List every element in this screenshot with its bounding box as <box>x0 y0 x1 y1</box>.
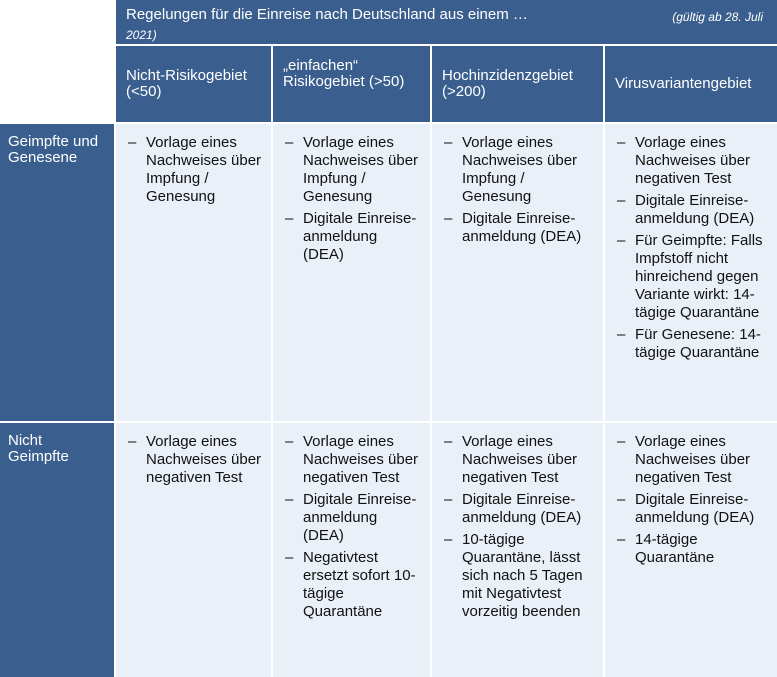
list-item-text: Vorlage eines Nachweises über negativen … <box>635 134 751 187</box>
list-item: – Digitale Einreise-anmeldung (DEA) <box>440 210 595 246</box>
validity-year: 2021) <box>126 28 157 42</box>
table-corner <box>0 0 114 122</box>
list-item-text: Vorlage eines Nachweises über negativen … <box>635 433 751 486</box>
bullet-list: – Vorlage eines Nachweises über Impfung /… <box>281 134 422 264</box>
list-item: – Digitale Einreise-anmeldung (DEA) <box>281 210 422 264</box>
column-header-simple-risk: „einfachen“ Risikogebiet (>50) <box>273 46 430 122</box>
dash-bullet-icon: – <box>444 210 453 227</box>
list-item-text: Digitale Einreise-anmeldung (DEA) <box>462 491 582 526</box>
table-cell: – Vorlage eines Nachweises über Impfung /… <box>273 124 430 421</box>
list-item-text: 10-tägige Quarantäne, lässt sich nach 5 … <box>462 531 583 620</box>
bullet-list: – Vorlage eines Nachweises über negativen… <box>440 433 595 621</box>
dash-bullet-icon: – <box>617 326 626 343</box>
column-header-label: Hochinzidenzgebiet (>200) <box>442 67 573 100</box>
dash-bullet-icon: – <box>285 134 294 151</box>
bullet-list: – Vorlage eines Nachweises über negativen… <box>281 433 422 621</box>
list-item-text: 14-tägige Quarantäne <box>635 531 715 566</box>
dash-bullet-icon: – <box>444 433 453 450</box>
list-item-text: Negativtest ersetzt sofort 10-tägige Qua… <box>303 549 416 620</box>
list-item-text: Vorlage eines Nachweises über negativen … <box>303 433 419 486</box>
list-item: – Vorlage eines Nachweises über Impfung /… <box>124 134 263 206</box>
dash-bullet-icon: – <box>617 491 626 508</box>
dash-bullet-icon: – <box>285 549 294 566</box>
table-title-banner: Regelungen für die Einreise nach Deutsch… <box>116 0 777 44</box>
table-cell: – Vorlage eines Nachweises über Impfung /… <box>432 124 603 421</box>
list-item: – Digitale Einreise-anmeldung (DEA) <box>613 192 777 228</box>
dash-bullet-icon: – <box>285 433 294 450</box>
list-item-text: Für Genesene: 14-tägige Quarantäne <box>635 326 761 361</box>
validity-note: (gültig ab 28. Juli <box>672 10 763 24</box>
list-item: –10-tägige Quarantäne, lässt sich nach 5… <box>440 531 595 621</box>
table-cell: – Vorlage eines Nachweises über negativen… <box>605 423 777 677</box>
list-item-text: Digitale Einreise-anmeldung (DEA) <box>635 491 755 526</box>
list-item: – Vorlage eines Nachweises über Impfung /… <box>281 134 422 206</box>
dash-bullet-icon: – <box>444 531 453 548</box>
table-cell: – Vorlage eines Nachweises über negativen… <box>273 423 430 677</box>
column-header-label: „einfachen“ Risikogebiet (>50) <box>283 57 405 90</box>
dash-bullet-icon: – <box>617 531 626 548</box>
row-header-label: Nicht Geimpfte <box>8 432 69 465</box>
dash-bullet-icon: – <box>128 134 137 151</box>
list-item: – Vorlage eines Nachweises über negativen… <box>124 433 263 487</box>
dash-bullet-icon: – <box>285 210 294 227</box>
list-item-text: Vorlage eines Nachweises über negativen … <box>146 433 262 486</box>
dash-bullet-icon: – <box>617 433 626 450</box>
row-header-label: Geimpfte und Genesene <box>8 133 99 166</box>
dash-bullet-icon: – <box>128 433 137 450</box>
dash-bullet-icon: – <box>617 192 626 209</box>
column-header-virus-variant: Virusvariantengebiet <box>605 46 777 122</box>
list-item: – Vorlage eines Nachweises über negativen… <box>281 433 422 487</box>
list-item: – Für Geimpfte: Falls Impfstoff nicht hin… <box>613 232 777 322</box>
list-item: – Vorlage eines Nachweises über negativen… <box>613 433 777 487</box>
bullet-list: – Vorlage eines Nachweises über negativen… <box>613 433 777 567</box>
column-header-label: Nicht-Risikogebiet (<50) <box>126 67 247 100</box>
list-item: – Digitale Einreise-anmeldung (DEA) <box>440 491 595 527</box>
list-item: – Vorlage eines Nachweises über negativen… <box>613 134 777 188</box>
list-item-text: Digitale Einreise-anmeldung (DEA) <box>303 210 417 263</box>
row-header-unvaccinated: Nicht Geimpfte <box>0 423 114 677</box>
list-item: – Negativtest ersetzt sofort 10-tägige Qu… <box>281 549 422 621</box>
list-item-text: Vorlage eines Nachweises über Impfung / … <box>303 134 419 205</box>
list-item: –14-tägige Quarantäne <box>613 531 777 567</box>
dash-bullet-icon: – <box>444 491 453 508</box>
bullet-list: – Vorlage eines Nachweises über negativen… <box>124 433 263 487</box>
bullet-list: – Vorlage eines Nachweises über Impfung /… <box>124 134 263 206</box>
dash-bullet-icon: – <box>617 232 626 249</box>
list-item: – Für Genesene: 14-tägige Quarantäne <box>613 326 777 362</box>
list-item-text: Digitale Einreise-anmeldung (DEA) <box>635 192 755 227</box>
list-item-text: Digitale Einreise-anmeldung (DEA) <box>303 491 417 544</box>
table-cell: – Vorlage eines Nachweises über negativen… <box>116 423 271 677</box>
row-header-vaccinated: Geimpfte und Genesene <box>0 124 114 421</box>
bullet-list: – Vorlage eines Nachweises über negativen… <box>613 134 777 362</box>
list-item-text: Vorlage eines Nachweises über Impfung / … <box>462 134 578 205</box>
list-item: – Vorlage eines Nachweises über Impfung /… <box>440 134 595 206</box>
list-item: – Digitale Einreise-anmeldung (DEA) <box>613 491 777 527</box>
dash-bullet-icon: – <box>285 491 294 508</box>
list-item-text: Digitale Einreise-anmeldung (DEA) <box>462 210 582 245</box>
list-item-text: Vorlage eines Nachweises über Impfung / … <box>146 134 262 205</box>
column-header-non-risk: Nicht-Risikogebiet (<50) <box>116 46 271 122</box>
list-item: – Digitale Einreise-anmeldung (DEA) <box>281 491 422 545</box>
list-item-text: Für Geimpfte: Falls Impfstoff nicht hinr… <box>635 232 763 321</box>
column-header-label: Virusvariantengebiet <box>615 75 752 92</box>
table-cell: – Vorlage eines Nachweises über negativen… <box>432 423 603 677</box>
bullet-list: – Vorlage eines Nachweises über Impfung /… <box>440 134 595 246</box>
column-header-high-incidence: Hochinzidenzgebiet (>200) <box>432 46 603 122</box>
dash-bullet-icon: – <box>617 134 626 151</box>
list-item: – Vorlage eines Nachweises über negativen… <box>440 433 595 487</box>
dash-bullet-icon: – <box>444 134 453 151</box>
table-cell: – Vorlage eines Nachweises über negativen… <box>605 124 777 421</box>
list-item-text: Vorlage eines Nachweises über negativen … <box>462 433 578 486</box>
table-title: Regelungen für die Einreise nach Deutsch… <box>126 6 528 23</box>
table-cell: – Vorlage eines Nachweises über Impfung /… <box>116 124 271 421</box>
